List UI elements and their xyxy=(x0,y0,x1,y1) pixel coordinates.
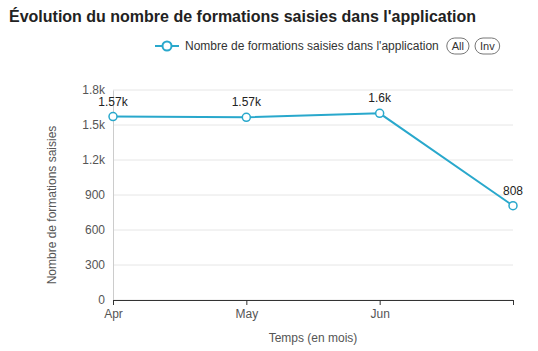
x-tick-mark xyxy=(113,300,114,305)
data-label: 1.6k xyxy=(368,91,392,105)
x-tick: Jun xyxy=(370,300,389,321)
point xyxy=(509,202,517,210)
x-tick-mark xyxy=(380,300,381,305)
y-axis-title: Nombre de formations saisies xyxy=(45,126,59,285)
data-label: 808 xyxy=(503,184,523,198)
data-label: 1.57k xyxy=(232,95,262,109)
grid-line xyxy=(113,195,513,196)
x-axis-title: Temps (en mois) xyxy=(269,331,358,345)
y-tick: 0 xyxy=(98,293,113,307)
point xyxy=(376,109,384,117)
y-tick-label: 600 xyxy=(85,223,105,237)
series-line xyxy=(113,113,513,205)
legend-label: Nombre de formations saisies dans l'appl… xyxy=(185,39,439,53)
y-tick: 1.2k xyxy=(82,153,113,167)
grid xyxy=(113,90,513,300)
x-tick-mark xyxy=(246,300,247,305)
grid-line xyxy=(113,265,513,266)
chart: Évolution du nombre de formations saisie… xyxy=(0,0,538,351)
y-tick-label: 1.2k xyxy=(82,153,106,167)
y-tick: 300 xyxy=(85,258,113,272)
grid-line xyxy=(113,230,513,231)
data-label: 1.57k xyxy=(98,95,128,109)
x-tick-label: May xyxy=(235,307,258,321)
plot-area xyxy=(109,109,517,209)
x-axis: Apr May Jun xyxy=(104,300,513,321)
y-axis-line xyxy=(113,91,114,301)
grid-line xyxy=(113,160,513,161)
y-tick-label: 0 xyxy=(98,293,105,307)
x-tick: May xyxy=(235,300,258,321)
x-tick xyxy=(513,300,514,305)
y-tick: 600 xyxy=(85,223,113,237)
title: Évolution du nombre de formations saisie… xyxy=(9,7,476,25)
legend-symbol-marker xyxy=(163,42,172,51)
point xyxy=(242,113,250,121)
x-tick-label: Jun xyxy=(370,307,389,321)
x-tick-mark xyxy=(513,300,514,305)
y-tick-label: 300 xyxy=(85,258,105,272)
grid-line xyxy=(113,300,513,301)
y-tick-label: 900 xyxy=(85,188,105,202)
x-tick: Apr xyxy=(104,300,123,321)
legend: Nombre de formations saisies dans l'appl… xyxy=(155,38,500,54)
x-axis-line xyxy=(114,300,514,301)
y-tick-label: 1.5k xyxy=(82,118,106,132)
point xyxy=(109,113,117,121)
x-tick-label: Apr xyxy=(104,307,123,321)
grid-line xyxy=(113,125,513,126)
legend-button-label[interactable]: All xyxy=(452,40,464,52)
y-tick: 900 xyxy=(85,188,113,202)
legend-button[interactable]: All xyxy=(447,38,469,54)
legend-button-frame[interactable] xyxy=(447,38,469,54)
legend-button-frame[interactable] xyxy=(475,38,500,54)
legend-button-label[interactable]: Inv xyxy=(480,40,495,52)
y-tick: 1.5k xyxy=(82,118,113,132)
grid-line xyxy=(113,90,513,91)
data-labels: 1.57k 1.57k 1.6k 808 xyxy=(98,91,523,197)
legend-button[interactable]: Inv xyxy=(475,38,500,54)
